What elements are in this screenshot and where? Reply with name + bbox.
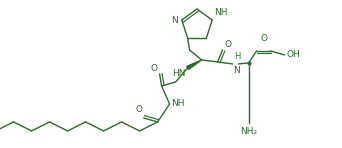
Text: OH: OH — [287, 50, 300, 59]
Text: HN: HN — [172, 69, 186, 78]
Text: NH₂: NH₂ — [240, 127, 257, 136]
Text: N: N — [171, 16, 178, 25]
Text: O: O — [225, 40, 232, 49]
Text: O: O — [150, 64, 158, 73]
Polygon shape — [187, 60, 201, 69]
Text: NH: NH — [172, 99, 185, 108]
Text: O: O — [260, 34, 267, 43]
Text: NH: NH — [214, 8, 228, 17]
Text: O: O — [135, 105, 143, 114]
Text: N: N — [234, 66, 240, 75]
Text: H: H — [235, 52, 241, 61]
